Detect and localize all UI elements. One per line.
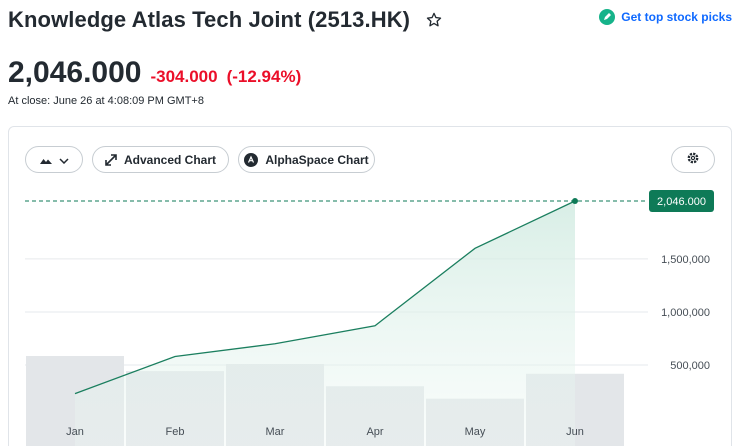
alphaspace-chart-label: AlphaSpace Chart (265, 152, 369, 167)
price-change: -304.000 (150, 67, 218, 86)
price-line (74, 200, 576, 395)
alphaspace-chart-button[interactable]: AlphaSpace Chart (238, 146, 375, 173)
x-tick-label: Feb (166, 426, 185, 438)
mountain-chart-icon (39, 155, 53, 165)
chart-settings-button[interactable] (671, 146, 715, 173)
current-price-tag (649, 190, 714, 212)
close-timestamp: At close: June 26 at 4:08:09 PM GMT+8 (8, 95, 204, 107)
quote-row: 2,046.000 -304.000 (-12.94%) (8, 56, 301, 90)
alphaspace-logo-icon (244, 152, 259, 167)
advanced-chart-button[interactable]: Advanced Chart (92, 146, 229, 173)
y-tick-label: 1,500,000 (661, 254, 710, 266)
current-price: 2,046.000 (8, 56, 142, 89)
x-tick-label: May (465, 426, 486, 438)
y-tick-label: 1,000,000 (661, 307, 710, 319)
watchlist-star-icon[interactable] (424, 10, 444, 30)
top-stock-picks-label: Get top stock picks (621, 10, 732, 24)
page-title: Knowledge Atlas Tech Joint (2513.HK) (8, 7, 411, 32)
chevron-down-icon (59, 153, 69, 167)
chart-type-dropdown[interactable] (25, 146, 83, 173)
top-stock-picks-link[interactable]: Get top stock picks (599, 9, 732, 25)
x-tick-label: Jun (566, 426, 584, 438)
x-tick-label: Apr (366, 426, 383, 438)
price-change-percent: (-12.94%) (226, 67, 302, 86)
advanced-chart-label: Advanced Chart (123, 152, 217, 167)
title-row: Knowledge Atlas Tech Joint (2513.HK) (8, 6, 444, 34)
y-tick-label: 500,000 (670, 360, 710, 372)
x-tick-label: Mar (266, 426, 285, 438)
x-tick-label: Jan (66, 426, 84, 438)
current-price-tag-label: 2,046.000 (657, 196, 706, 208)
gear-icon (686, 151, 700, 168)
chart-card (8, 126, 732, 446)
expand-arrows-icon (105, 153, 117, 166)
price-area (75, 201, 575, 446)
pencil-badge-icon (599, 9, 616, 25)
